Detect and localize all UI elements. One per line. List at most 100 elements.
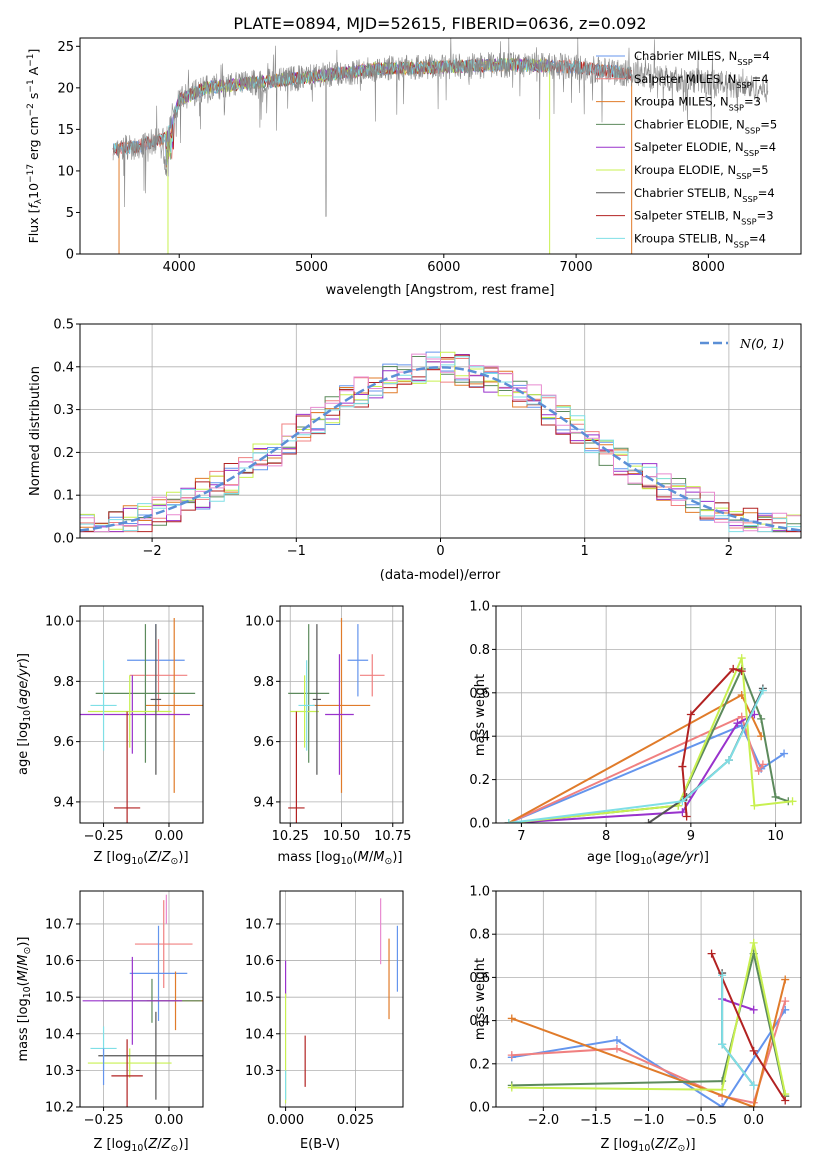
spectrum-legend-label-3-sub: SSP — [745, 125, 760, 135]
spectrum-legend-label-8-rest: =4 — [749, 231, 766, 245]
spectrum-legend-label-6-base: Chabrier STELIB, N — [634, 186, 742, 200]
spectrum-legend-label-4-base: Salpeter ELODIE, N — [634, 140, 744, 154]
weight_vs_Z-xlabel-part-6: ⊙ — [678, 1143, 686, 1154]
residuals-legend-label: N(0, 1) — [739, 336, 785, 351]
weight_vs_age-ytick-label-5: 1.0 — [469, 600, 490, 615]
age_vs_Z-ytick-label-3: 10.0 — [45, 615, 74, 630]
spectrum-data — [112, 38, 769, 217]
weight_vs_Z-xtick-label-2: −1.0 — [633, 1113, 665, 1128]
spectrum-legend-label-8-base: Kroupa STELIB, N — [634, 231, 734, 245]
mass_vs_Z-frame — [79, 890, 204, 1108]
mass_vs_Z-ytick-label-2: 10.4 — [45, 1027, 74, 1042]
weight_vs_age-marker-salpeter_stelib-4 — [737, 667, 746, 676]
weight_vs_Z-ytick-label-2: 0.4 — [469, 1014, 490, 1029]
weight_vs_age-xlabel-part-6: )] — [699, 850, 709, 865]
weight_vs_Z-marker-salpeter_miles-4 — [781, 997, 790, 1006]
age_vs_Z-ylabel-part-6: )] — [16, 653, 31, 663]
age_vs_Z-xtick-label-0: −0.25 — [84, 829, 124, 844]
mass_vs_Z-ytick-label-1: 10.3 — [45, 1064, 74, 1079]
mass_vs_Z-ylabel-part-5: M — [16, 955, 31, 966]
weight_vs_Z-xtick-label-1: −1.5 — [580, 1113, 612, 1128]
weight_vs_age-marker-salpeter_miles-2 — [754, 766, 763, 775]
weight_vs_age-marker-kroupa_stelib-0 — [504, 819, 513, 823]
mass_vs_Z-ylabel-part-6: ⊙ — [22, 947, 33, 955]
weight_vs_age-marker-kroupa_stelib-2 — [724, 756, 733, 765]
spectrum-legend-label-6-rest: =4 — [758, 186, 775, 200]
spectrum-legend-label-3-base: Chabrier ELODIE, N — [634, 117, 745, 131]
residuals-plot-area — [80, 351, 801, 538]
weight_vs_age-frame — [495, 605, 802, 824]
weight_vs_Z-marker-kroupa_miles-1 — [749, 1103, 758, 1107]
weight_vs_Z-xlabel-part-2: ( — [650, 1137, 655, 1152]
weight_vs_age-marker-chabrier_miles-3 — [780, 749, 789, 758]
weight_vs_age-xtick-label-1: 8 — [602, 829, 610, 844]
weight_vs_age-xlabel: age [log10(age/yr)] — [587, 850, 709, 867]
weight_vs_Z-marker-salpeter_stelib-0 — [707, 949, 716, 958]
age_vs_mass-xlabel-part-7: )] — [392, 850, 402, 865]
mass_vs_Z-xlabel-part-5: Z — [161, 1137, 172, 1152]
mass_vs_Z-xlabel-part-0: Z [log — [93, 1137, 131, 1152]
weight_vs_age-marker-kroupa_elodie-4 — [788, 797, 797, 806]
spectrum-xtick-label-2: 6000 — [427, 260, 460, 275]
spectrum-legend-label-8-sub: SSP — [734, 239, 749, 249]
age_vs_Z-xlabel: Z [log10(Z/Z⊙)] — [93, 850, 188, 867]
EBV-xlabel: E(B-V) — [300, 1137, 340, 1152]
weight-age-ylabel: mass weight — [473, 674, 488, 756]
spectrum-ylabel-part-8: −1 — [26, 79, 36, 92]
mass_vs_Z-ytick-label-4: 10.6 — [45, 954, 74, 969]
mass_vs_Z-plot-area — [82, 894, 203, 1107]
spectrum-ytick-label-1: 5 — [66, 206, 74, 221]
weight_vs_Z-series-salpeter_elodie — [721, 998, 755, 1011]
age_vs_mass-xtick-label-0: 10.25 — [272, 829, 309, 844]
spectrum-legend-label-1-rest: =4 — [752, 72, 769, 86]
mass_vs_Z-ylabel-part-2: ( — [16, 981, 31, 986]
mass_vs_EBV-xtick-label-0: 0.000 — [267, 1113, 304, 1128]
spectrum-xlabel: wavelength [Angstrom, rest frame] — [326, 283, 555, 298]
residuals-ytick-label-1: 0.1 — [53, 489, 74, 504]
mass_vs_Z-ylabel-part-7: )] — [16, 937, 31, 947]
spectrum-legend-label-2-sub: SSP — [729, 103, 744, 113]
weight_vs_Z-xlabel-part-5: Z — [668, 1137, 679, 1152]
residuals-ytick-label-5: 0.5 — [53, 318, 74, 333]
spectrum-ylabel-part-4: −17 — [26, 164, 36, 183]
age_vs_mass-xlabel-part-3: M — [358, 850, 369, 865]
spectrum-ylabel-part-2: λ — [34, 198, 44, 204]
weight_vs_Z-xlabel-part-3: Z — [654, 1137, 665, 1152]
age_vs_Z-xlabel-part-7: )] — [178, 850, 188, 865]
mass_vs_Z-xlabel-part-6: ⊙ — [171, 1143, 179, 1154]
weight_vs_age-marker-kroupa_elodie-2 — [737, 654, 746, 663]
residuals-gaussian — [80, 366, 801, 532]
weight_vs_age-marker-chabrier_stelib-0 — [644, 819, 653, 823]
weight_vs_age-marker-salpeter_stelib-1 — [678, 762, 687, 771]
mass_vs_Z-ylabel: mass [log10(M/M⊙)] — [16, 937, 33, 1062]
mass_vs_Z-xlabel-part-7: )] — [178, 1137, 188, 1152]
residuals-xtick-label-0: −2 — [143, 544, 162, 559]
weight_vs_age-ytick-label-1: 0.2 — [469, 773, 490, 788]
residuals-ylabel: Normed distribution — [28, 366, 43, 496]
weight_vs_age-marker-kroupa_elodie-3 — [750, 801, 759, 810]
spectrum-legend-label-3: Chabrier ELODIE, NSSP=5 — [634, 117, 777, 135]
weight_vs_age-xlabel-part-3: age — [657, 850, 681, 865]
weight_vs_age-marker-salpeter_stelib-0 — [682, 812, 691, 821]
weight-Z-ylabel: mass weight — [473, 958, 488, 1040]
mass_vs_EBV-ytick-label-4: 10.7 — [245, 917, 274, 932]
weight_vs_age-xlabel-part-0: age [log — [587, 850, 640, 865]
age_vs_mass-xlabel-part-5: M — [373, 850, 384, 865]
spectrum-legend-label-6: Chabrier STELIB, NSSP=4 — [634, 186, 775, 204]
spectrum-ylabel-part-7: s — [26, 93, 41, 104]
spectrum-legend-label-7-sub: SSP — [741, 217, 756, 227]
spectrum-ytick-label-4: 20 — [57, 81, 74, 96]
mass_vs_Z-xtick-label-0: −0.25 — [84, 1113, 124, 1128]
age_vs_Z-ytick-label-0: 9.4 — [53, 795, 74, 810]
spectrum-legend-label-7-rest: =3 — [757, 209, 774, 223]
spectrum-xtick-label-1: 5000 — [295, 260, 328, 275]
age_vs_Z-axes: −0.25 0.009.49.69.810.0Z [log10(Z/Z⊙)]age… — [16, 605, 204, 867]
weight_vs_age-marker-salpeter_stelib-3 — [729, 664, 738, 673]
weight_vs_age-marker-chabrier_elodie-3 — [757, 714, 766, 723]
residuals-xtick-label-4: 2 — [725, 544, 733, 559]
weight_vs_age-marker-chabrier_elodie-4 — [771, 792, 780, 801]
